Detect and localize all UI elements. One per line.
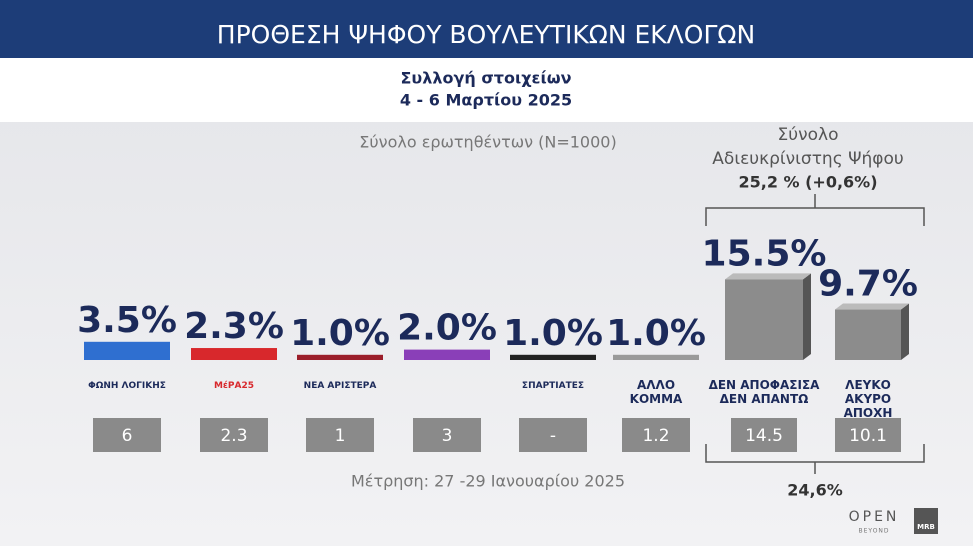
previous-box [622, 418, 690, 452]
category-label: ΣΠΑΡΤΙΑΤΕΣ [522, 381, 584, 391]
logo-mrb-box [914, 508, 938, 534]
logo-mrb: MRB [917, 523, 935, 531]
bar [84, 341, 170, 360]
category-label: ΦΩΝΗ ΛΟΓΙΚΗΣ [88, 381, 166, 391]
group-bracket [705, 444, 925, 474]
bar-top [835, 303, 909, 310]
subtitle-band [0, 58, 973, 122]
group-total: 25,2 % (+0,6%) [738, 173, 877, 192]
previous-box [93, 418, 161, 452]
bar [297, 354, 383, 360]
previous-label: Μέτρηση: 27 -29 Ιανουαρίου 2025 [351, 472, 625, 491]
category-label: ΔΕΝ ΑΠΟΦΑΣΙΣΑ ΔΕΝ ΑΠΑΝΤΩ [709, 378, 821, 406]
previous-box [200, 418, 268, 452]
previous-value: 3 [442, 426, 453, 446]
header-title: ΠΡΟΘΕΣΗ ΨΗΦΟΥ ΒΟΥΛΕΥΤΙΚΩΝ ΕΚΛΟΓΩΝ [217, 20, 755, 49]
category-label: ΛΕΥΚΟ ΑΚΥΡΟ ΑΠΟΧΗ [844, 378, 893, 420]
bar-top [725, 273, 811, 280]
previous-total: 24,6% [787, 481, 843, 500]
category-label: ΜέΡΑ25 [214, 380, 254, 391]
previous-value: 1 [335, 426, 346, 446]
previous-box [306, 418, 374, 452]
value-label: 3.5% [77, 300, 177, 341]
subtitle: Συλλογή στοιχείων [401, 69, 572, 88]
previous-value: - [550, 426, 556, 446]
category-line: ΣΠΑΡΤΙΑΤΕΣ [522, 381, 584, 391]
previous-value: 6 [122, 426, 133, 446]
category-line: ΚΟΜΜΑ [630, 392, 683, 406]
previous-box [519, 418, 587, 452]
logo-open: OPEN [849, 509, 900, 525]
category-line: ΑΠΟΧΗ [844, 406, 893, 420]
category-line: ΛΕΥΚΟ [845, 378, 891, 392]
previous-box [413, 418, 481, 452]
bar-side [803, 273, 811, 360]
bar-side [901, 303, 909, 360]
bar [725, 279, 803, 360]
bar [191, 348, 277, 360]
previous-value: 14.5 [745, 426, 783, 446]
category-label: ΝΕΑ ΑΡΙΣΤΕΡΑ [304, 381, 377, 391]
category-line: ΔΕΝ ΑΠΑΝΤΩ [720, 392, 809, 406]
bar [510, 354, 596, 360]
category-line: ΔΕΝ ΑΠΟΦΑΣΙΣΑ [709, 378, 821, 392]
previous-value: 10.1 [849, 426, 887, 446]
category-line: ΑΛΛΟ [637, 378, 675, 392]
previous-box [835, 418, 901, 452]
value-label: 9.7% [818, 264, 918, 305]
category-line: ΑΚΥΡΟ [845, 392, 891, 406]
category-label: ΑΛΛΟ ΚΟΜΜΑ [630, 378, 683, 406]
group-title: Αδιευκρίνιστης Ψήφου [712, 149, 903, 169]
previous-value: 1.2 [642, 426, 669, 446]
logo-beyond: BEYOND [858, 528, 889, 535]
value-label: 1.0% [503, 313, 603, 354]
value-label: 1.0% [290, 313, 390, 354]
group-bracket [705, 194, 925, 226]
bar [613, 354, 699, 360]
category-line: ΦΩΝΗ ΛΟΓΙΚΗΣ [88, 381, 166, 391]
value-label: 15.5% [702, 233, 827, 274]
header-bar [0, 0, 973, 58]
previous-value: 2.3 [220, 426, 247, 446]
value-label: 2.0% [397, 308, 497, 349]
subtitle: 4 - 6 Μαρτίου 2025 [400, 91, 572, 110]
bar [404, 349, 490, 360]
value-label: 1.0% [606, 313, 706, 354]
sample-note: Σύνολο ερωτηθέντων (N=1000) [359, 133, 616, 152]
previous-box [731, 418, 797, 452]
value-label: 2.3% [184, 306, 284, 347]
category-line: ΝΕΑ ΑΡΙΣΤΕΡΑ [304, 381, 377, 391]
category-line: ΜέΡΑ25 [214, 380, 254, 391]
bar [835, 309, 901, 360]
group-title: Σύνολο [778, 125, 839, 145]
